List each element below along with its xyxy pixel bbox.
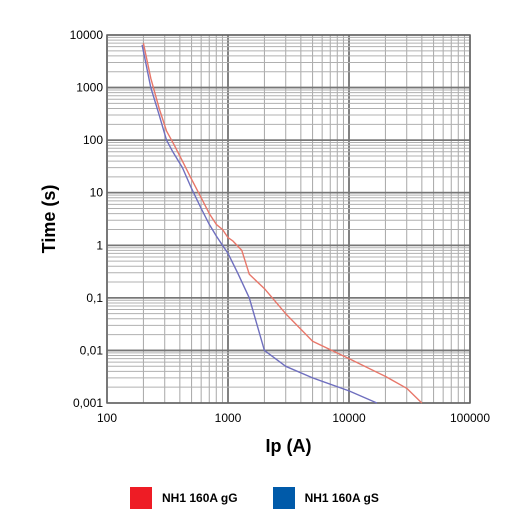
y-tick-label: 10000 — [70, 28, 104, 42]
y-tick-label: 1 — [96, 238, 103, 252]
grid — [106, 34, 471, 404]
x-axis-label: Ip (A) — [266, 436, 312, 456]
legend-swatch-gs — [272, 487, 295, 509]
axes — [106, 34, 471, 404]
legend-label-gg: NH1 160A gG — [162, 491, 238, 505]
plot-frame — [106, 34, 471, 404]
legend-label-gs: NH1 160A gS — [304, 491, 379, 505]
y-tick-label: 1000 — [76, 81, 103, 95]
labels-layer: 100 1000 10000 100000 10000 1000 100 10 1 0,1 0,01… — [39, 28, 490, 456]
legend: NH1 160A gG NH1 160A gS — [130, 486, 480, 510]
y-tick-label: 0,001 — [73, 396, 103, 410]
series-layer — [141, 42, 423, 404]
legend-item-gg: NH1 160A gG — [130, 487, 238, 509]
x-tick-label: 10000 — [332, 411, 366, 425]
plot-area — [107, 35, 470, 403]
y-tick-label: 0,01 — [80, 343, 104, 357]
y-tick-label: 10 — [90, 186, 104, 200]
x-tick-label: 100000 — [450, 411, 490, 425]
series-line-0 — [142, 42, 423, 404]
y-axis-label: Time (s) — [39, 185, 59, 254]
legend-swatch-gg — [130, 487, 152, 509]
y-tick-label: 0,1 — [86, 291, 103, 305]
x-tick-label: 100 — [97, 411, 117, 425]
y-tick-label: 100 — [83, 133, 103, 147]
series-line-1 — [141, 44, 378, 404]
x-tick-label: 1000 — [215, 411, 242, 425]
legend-item-gs: NH1 160A gS — [272, 487, 379, 509]
